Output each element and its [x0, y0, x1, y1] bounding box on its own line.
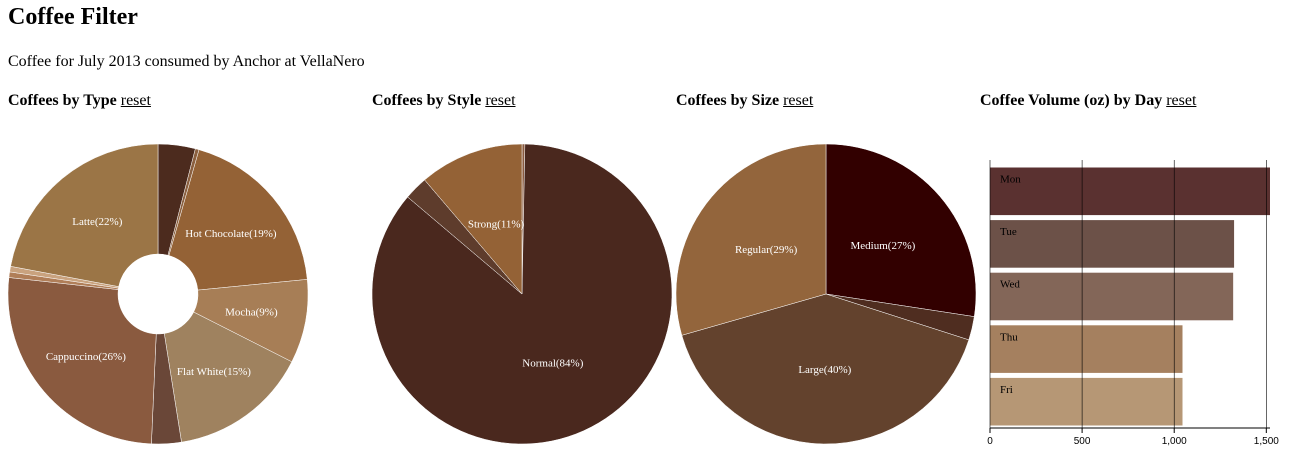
page-subtitle: Coffee for July 2013 consumed by Anchor … — [8, 53, 365, 70]
day-bar-chart: Mon Tue Wed Thu Fri 0 500 1,000 1,500 — [987, 160, 1279, 447]
day-bar[interactable] — [990, 325, 1183, 373]
type-reset-link[interactable]: reset — [120, 92, 151, 109]
style-chart-title: Coffees by Style — [372, 92, 482, 109]
day-reset-link[interactable]: reset — [1166, 92, 1197, 109]
size-pie-slice[interactable] — [681, 293, 970, 445]
day-chart-title: Coffee Volume (oz) by Day — [980, 92, 1163, 109]
style-pie-slice[interactable] — [424, 143, 523, 295]
x-tick-label: 0 — [987, 436, 993, 447]
x-tick-label: 1,500 — [1254, 436, 1279, 447]
day-chart-header: Coffee Volume (oz) by Day reset — [980, 92, 1196, 110]
type-pie-chart: Hot Chocolate(19%)Mocha(9%)Flat White(15… — [7, 143, 309, 445]
page-title: Coffee Filter — [8, 4, 138, 30]
style-chart-header: Coffees by Style reset — [372, 92, 516, 110]
day-bar[interactable] — [990, 220, 1235, 268]
size-chart-title: Coffees by Size — [676, 92, 780, 109]
style-reset-link[interactable]: reset — [485, 92, 516, 109]
day-bar-label: Thu — [1000, 331, 1018, 343]
day-bar-label: Mon — [1000, 174, 1021, 186]
type-chart-header: Coffees by Type reset — [8, 92, 151, 110]
style-pie-chart: Normal(84%)Strong(11%) — [371, 143, 673, 445]
type-pie-slice[interactable] — [163, 311, 293, 443]
type-pie-slice[interactable] — [7, 277, 157, 445]
type-pie-slice[interactable] — [10, 143, 159, 287]
size-reset-link[interactable]: reset — [783, 92, 814, 109]
day-bar-label: Fri — [1000, 384, 1013, 396]
day-bar[interactable] — [990, 167, 1270, 216]
day-bar[interactable] — [990, 272, 1234, 321]
type-chart-title: Coffees by Type — [8, 92, 117, 109]
x-tick-label: 1,000 — [1162, 436, 1187, 447]
type-pie-slice[interactable] — [168, 149, 308, 291]
size-pie-chart: Medium(27%)Large(40%)Regular(29%) — [675, 143, 977, 445]
size-pie-slice[interactable] — [675, 143, 827, 336]
day-bar[interactable] — [990, 377, 1183, 426]
day-bar-label: Wed — [1000, 279, 1020, 291]
x-tick-label: 500 — [1074, 436, 1091, 447]
size-chart-header: Coffees by Size reset — [676, 92, 813, 110]
day-bar-label: Tue — [1000, 226, 1017, 238]
size-pie-slice[interactable] — [825, 143, 977, 317]
